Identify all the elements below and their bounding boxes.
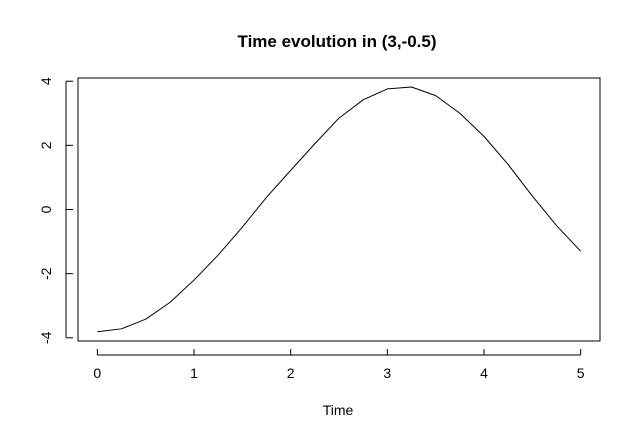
y-axis: -4 -2 0 2 4 [38, 77, 73, 344]
chart-title: Time evolution in (3,-0.5) [238, 32, 437, 51]
y-tick-label: 2 [38, 141, 54, 149]
x-axis: 0 1 2 3 4 5 [93, 349, 585, 381]
series-line [97, 86, 582, 333]
x-axis-label: Time [323, 402, 354, 418]
x-tick-label: 4 [480, 365, 488, 381]
y-tick-label: -4 [38, 331, 54, 344]
plot-frame [77, 77, 601, 342]
x-tick-label: 2 [287, 365, 295, 381]
y-tick-label: 0 [38, 205, 54, 213]
x-tick-label: 5 [577, 365, 585, 381]
y-tick-label: -2 [38, 267, 54, 280]
x-tick-label: 0 [93, 365, 101, 381]
x-tick-label: 1 [190, 365, 198, 381]
y-tick-label: 4 [38, 77, 54, 85]
series-group [97, 86, 582, 333]
x-tick-label: 3 [383, 365, 391, 381]
